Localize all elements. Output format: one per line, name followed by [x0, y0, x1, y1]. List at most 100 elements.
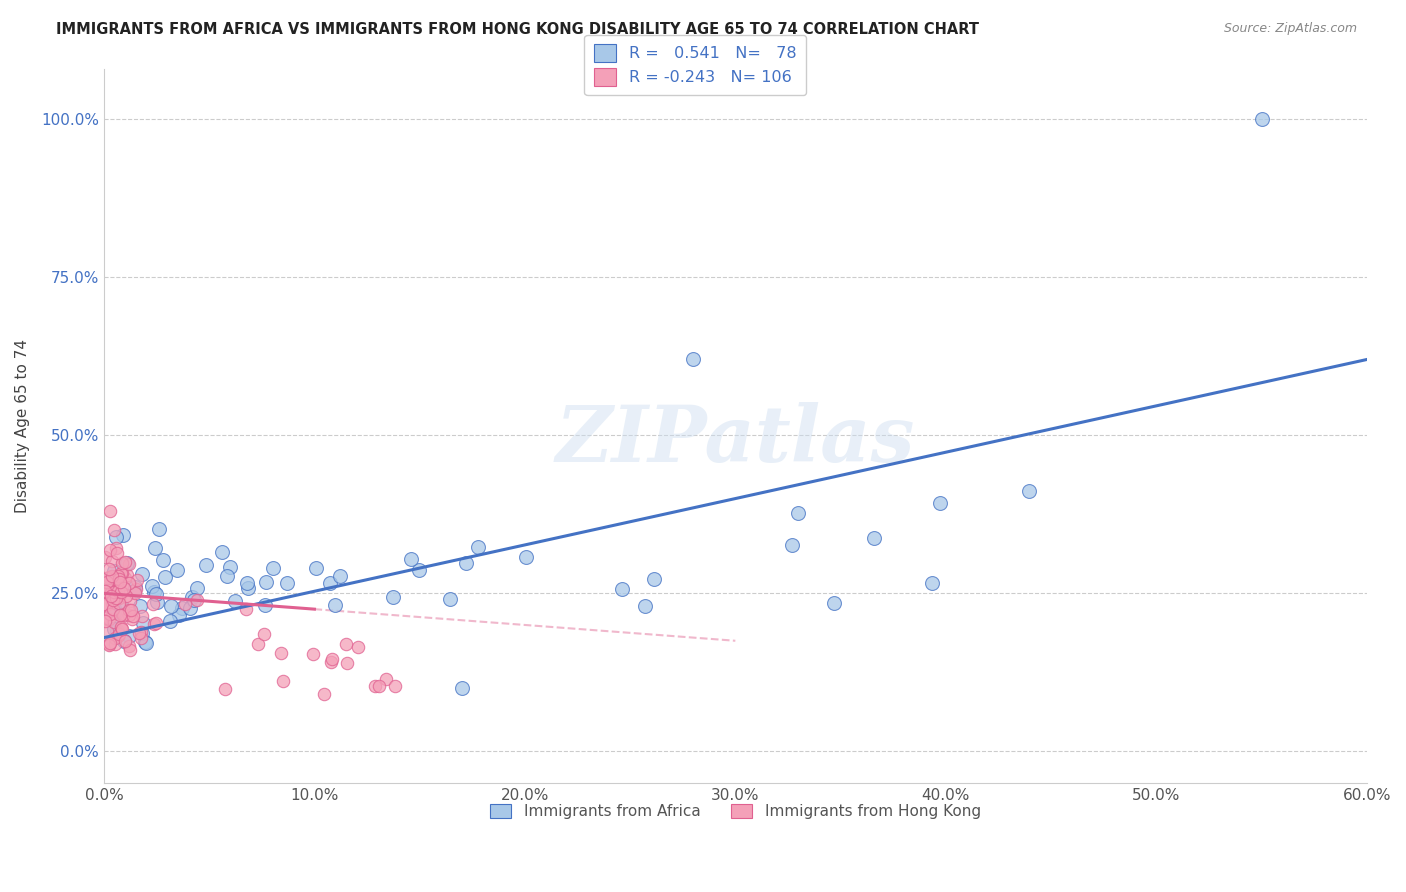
- Point: [114, 571, 136, 585]
- Point: [100, 607, 122, 622]
- Point: [111, 528, 134, 542]
- Point: [399, 551, 422, 566]
- Text: IMMIGRANTS FROM AFRICA VS IMMIGRANTS FROM HONG KONG DISABILITY AGE 65 TO 74 CORR: IMMIGRANTS FROM AFRICA VS IMMIGRANTS FRO…: [56, 22, 979, 37]
- Point: [103, 605, 125, 619]
- Point: [122, 608, 145, 623]
- Point: [93, 614, 115, 628]
- Point: [174, 598, 197, 612]
- Point: [98, 562, 121, 576]
- Point: [254, 598, 277, 612]
- Point: [254, 574, 277, 589]
- Point: [98, 583, 121, 598]
- Text: ZIPatlas: ZIPatlas: [555, 401, 915, 478]
- Point: [271, 674, 294, 689]
- Point: [186, 581, 208, 595]
- Point: [112, 607, 135, 622]
- Point: [408, 563, 430, 577]
- Point: [146, 595, 169, 609]
- Point: [118, 603, 141, 617]
- Point: [120, 602, 142, 616]
- Point: [107, 626, 129, 640]
- Point: [183, 592, 205, 607]
- Point: [96, 570, 118, 584]
- Point: [103, 622, 125, 636]
- Point: [103, 585, 125, 599]
- Point: [93, 611, 115, 625]
- Point: [105, 624, 128, 639]
- Point: [787, 506, 810, 520]
- Point: [131, 566, 153, 581]
- Point: [98, 504, 121, 518]
- Point: [166, 562, 188, 576]
- Point: [104, 570, 127, 584]
- Point: [381, 590, 404, 604]
- Point: [114, 634, 136, 648]
- Point: [117, 567, 139, 582]
- Point: [134, 634, 156, 648]
- Point: [104, 631, 127, 645]
- Point: [132, 616, 155, 631]
- Point: [101, 596, 124, 610]
- Point: [111, 556, 134, 570]
- Point: [143, 617, 166, 632]
- Point: [97, 575, 120, 590]
- Point: [101, 569, 124, 583]
- Point: [142, 597, 165, 611]
- Point: [160, 599, 183, 614]
- Point: [103, 571, 125, 585]
- Point: [105, 580, 128, 594]
- Point: [321, 652, 343, 666]
- Point: [634, 599, 657, 613]
- Point: [319, 576, 342, 591]
- Point: [236, 581, 259, 595]
- Point: [124, 580, 146, 594]
- Point: [305, 560, 328, 574]
- Point: [515, 550, 537, 565]
- Point: [124, 586, 146, 600]
- Point: [96, 624, 118, 638]
- Point: [117, 629, 139, 643]
- Point: [111, 578, 134, 592]
- Point: [118, 557, 141, 571]
- Point: [1018, 483, 1040, 498]
- Point: [782, 538, 804, 552]
- Point: [450, 681, 472, 696]
- Point: [211, 545, 233, 559]
- Point: [105, 546, 128, 560]
- Point: [323, 598, 346, 612]
- Point: [118, 643, 141, 657]
- Point: [98, 636, 121, 650]
- Point: [159, 614, 181, 628]
- Point: [103, 600, 125, 615]
- Point: [114, 555, 136, 569]
- Point: [179, 600, 201, 615]
- Point: [104, 637, 127, 651]
- Point: [143, 541, 166, 555]
- Point: [107, 629, 129, 643]
- Point: [236, 576, 259, 591]
- Point: [131, 609, 153, 624]
- Point: [336, 656, 359, 670]
- Point: [101, 554, 124, 568]
- Point: [108, 596, 131, 610]
- Point: [100, 585, 122, 599]
- Point: [111, 600, 134, 615]
- Point: [94, 598, 117, 612]
- Point: [195, 558, 218, 572]
- Point: [131, 624, 153, 639]
- Point: [217, 569, 239, 583]
- Point: [104, 591, 127, 606]
- Point: [103, 594, 125, 608]
- Point: [111, 622, 134, 636]
- Point: [224, 594, 246, 608]
- Point: [170, 601, 193, 615]
- Point: [456, 556, 478, 570]
- Point: [270, 646, 292, 660]
- Point: [110, 620, 132, 634]
- Point: [98, 588, 121, 602]
- Point: [105, 541, 128, 555]
- Point: [107, 569, 129, 583]
- Point: [167, 607, 190, 622]
- Point: [128, 625, 150, 640]
- Point: [98, 638, 121, 652]
